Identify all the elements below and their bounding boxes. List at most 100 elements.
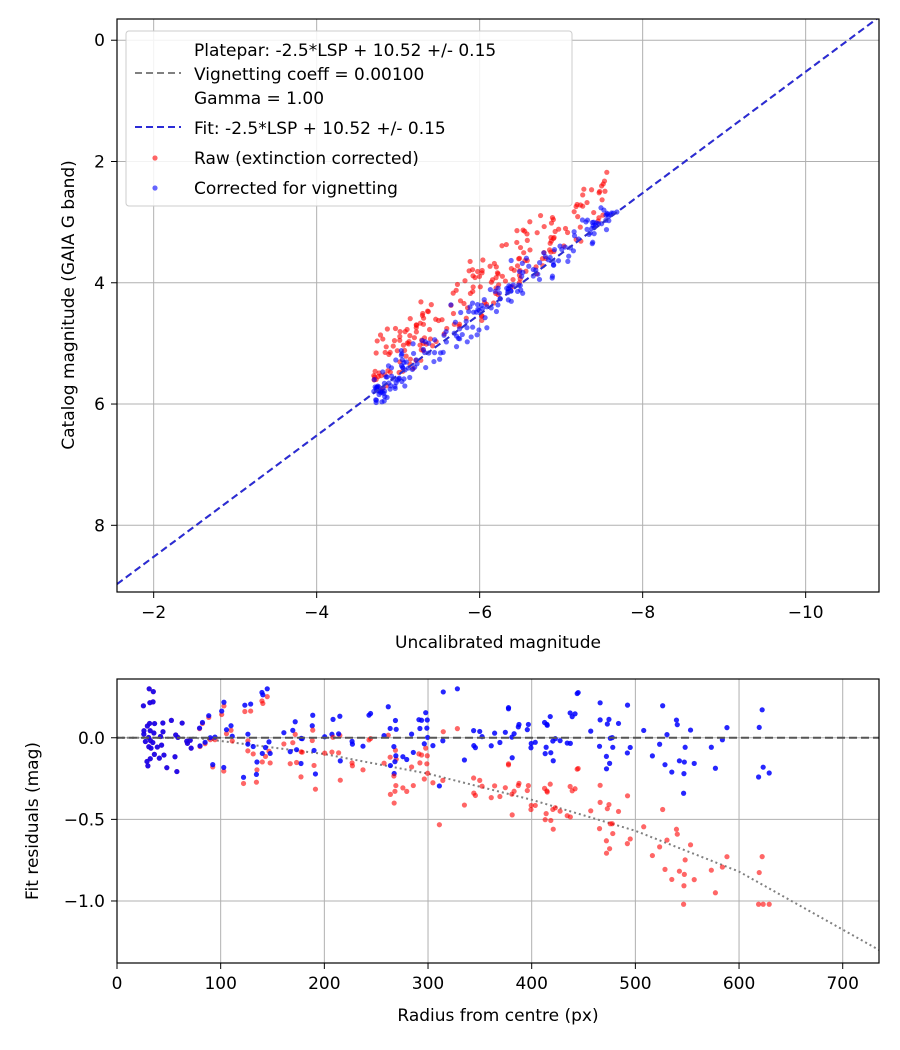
raw-residual-point	[641, 824, 647, 830]
legend-platepar-label-line1: Platepar: -2.5*LSP + 10.52 +/- 0.15	[194, 41, 496, 61]
corrected-residual-point	[541, 719, 548, 726]
raw-point	[502, 278, 509, 284]
corrected-residual-point	[173, 732, 179, 738]
corrected-residual-point	[676, 758, 682, 764]
corrected-point	[388, 383, 394, 389]
raw-point	[420, 310, 426, 317]
raw-point	[550, 216, 556, 223]
raw-point	[514, 239, 520, 246]
corrected-point	[479, 306, 486, 312]
raw-point	[580, 192, 586, 198]
legend-fit-label: Fit: -2.5*LSP + 10.52 +/- 0.15	[194, 119, 446, 139]
raw-point	[527, 219, 533, 225]
corrected-point	[403, 359, 409, 365]
corrected-point	[505, 286, 512, 292]
bottom-x-tick-label: 0	[112, 974, 123, 994]
corrected-residual-point	[337, 713, 343, 719]
corrected-residual-point	[547, 713, 553, 720]
fit-line	[117, 19, 879, 585]
raw-point	[541, 223, 547, 230]
raw-residual-point	[254, 767, 260, 773]
corrected-point	[431, 350, 438, 356]
corrected-residual-point	[281, 730, 287, 736]
corrected-point	[373, 397, 380, 403]
raw-point	[477, 284, 483, 290]
bottom-x-tick-label: 200	[308, 974, 340, 994]
corrected-point	[481, 297, 487, 303]
raw-residual-point	[569, 788, 575, 794]
top-x-tick-label: −2	[141, 603, 166, 623]
corrected-residual-point	[287, 749, 293, 755]
corrected-residual-point	[410, 749, 416, 756]
raw-residual-point	[471, 775, 477, 781]
corrected-residual-point	[174, 768, 180, 775]
corrected-point	[414, 361, 420, 367]
raw-residual-point	[329, 749, 335, 755]
raw-residual-point	[253, 779, 260, 785]
raw-point	[503, 241, 509, 248]
corrected-residual-point	[164, 765, 170, 771]
corrected-residual-point	[179, 720, 185, 726]
raw-point	[487, 263, 493, 269]
corrected-residual-point	[669, 769, 675, 775]
corrected-residual-point	[264, 686, 270, 692]
raw-residual-point	[674, 831, 680, 837]
corrected-residual-point	[436, 783, 442, 789]
corrected-residual-point	[615, 720, 622, 727]
raw-residual-point	[322, 750, 328, 756]
corrected-point	[550, 262, 557, 268]
corrected-residual-point	[649, 753, 655, 759]
corrected-point	[603, 227, 610, 233]
corrected-residual-point	[387, 762, 394, 769]
raw-residual-point	[497, 793, 503, 800]
corrected-residual-point	[641, 727, 647, 734]
raw-residual-point	[393, 782, 399, 789]
corrected-residual-point	[150, 689, 156, 695]
raw-residual-point	[337, 777, 343, 783]
raw-residual-point	[624, 840, 630, 847]
raw-residual-point	[385, 732, 391, 738]
raw-point	[479, 267, 485, 274]
raw-residual-point	[245, 748, 251, 754]
raw-point	[461, 300, 467, 307]
legend-platepar-label-line3: Gamma = 1.00	[194, 89, 324, 109]
corrected-residual-point	[542, 751, 548, 757]
corrected-residual-point	[627, 744, 633, 751]
raw-residual-point	[607, 846, 613, 852]
raw-residual-point	[759, 853, 765, 860]
raw-point	[373, 350, 379, 356]
corrected-point	[590, 239, 596, 245]
legend-raw-label: Raw (extinction corrected)	[194, 149, 419, 169]
corrected-residual-point	[393, 753, 399, 759]
corrected-residual-point	[492, 730, 498, 736]
corrected-residual-point	[392, 759, 398, 765]
raw-point	[404, 340, 410, 346]
raw-residual-point	[410, 782, 416, 789]
raw-point	[397, 337, 403, 343]
raw-point	[383, 344, 389, 350]
corrected-residual-point	[260, 692, 266, 698]
corrected-residual-point	[440, 689, 446, 695]
raw-residual-point	[657, 844, 663, 850]
corrected-point	[508, 298, 514, 304]
raw-point	[413, 322, 419, 328]
corrected-point	[453, 344, 460, 350]
raw-residual-point	[349, 763, 356, 769]
corrected-point	[375, 383, 381, 389]
raw-residual-point	[756, 869, 762, 876]
corrected-point	[603, 212, 609, 218]
top-y-tick-label: 0	[94, 31, 105, 51]
corrected-point	[493, 308, 500, 315]
corrected-residual-point	[471, 728, 477, 734]
raw-residual-point	[541, 785, 548, 791]
raw-point	[390, 343, 396, 349]
corrected-residual-point	[400, 754, 406, 760]
bottom-x-tick-label: 400	[515, 974, 547, 994]
corrected-point	[571, 229, 577, 235]
corrected-point	[383, 374, 389, 380]
corrected-residual-point	[223, 727, 230, 733]
corrected-point	[467, 304, 473, 310]
corrected-residual-point	[154, 744, 160, 750]
corrected-residual-point	[502, 729, 508, 735]
raw-point	[380, 336, 386, 342]
